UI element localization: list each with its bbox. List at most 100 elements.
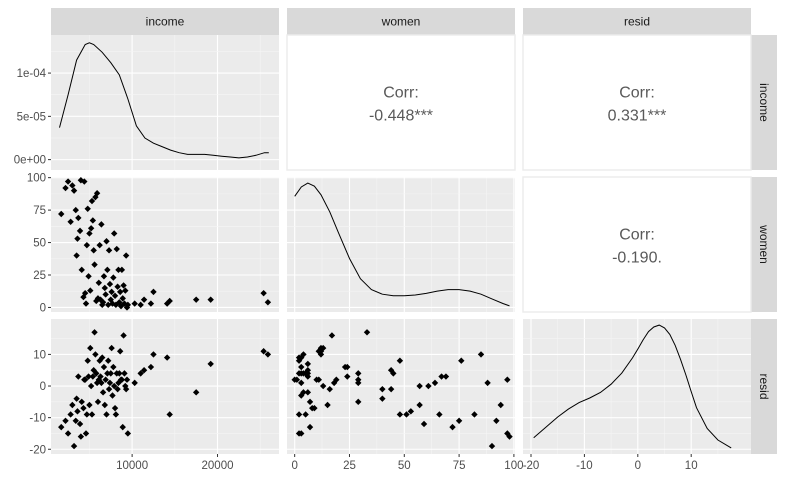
- corr-panel-frame: [286, 34, 516, 171]
- scatter-point: [140, 296, 148, 303]
- scatter-point: [78, 398, 85, 406]
- scatter-point: [91, 261, 98, 268]
- strip-right-resid: [751, 319, 777, 454]
- panel-background: [51, 35, 279, 170]
- scatter-point: [98, 379, 105, 387]
- scatter-point: [328, 332, 336, 339]
- scatter-point: [420, 420, 428, 428]
- scatter-point: [119, 423, 126, 431]
- scatter-point: [97, 373, 104, 380]
- scatter-point: [497, 401, 504, 409]
- scatter-point: [407, 408, 415, 415]
- x-tick-label: 20000: [202, 460, 234, 472]
- scatter-point: [75, 214, 82, 222]
- scatter-point: [192, 296, 200, 303]
- panel-resid-resid: [523, 319, 751, 454]
- corr-label: Corr:: [619, 85, 655, 102]
- scatter-point: [69, 401, 76, 409]
- scatter-point: [379, 385, 386, 393]
- strip-top-resid: [523, 8, 751, 35]
- scatter-point: [471, 411, 478, 418]
- scatter-point: [131, 379, 138, 387]
- scatter-point: [396, 411, 404, 418]
- scatter-point: [264, 351, 272, 358]
- scatter-point: [110, 230, 118, 237]
- scatter-point: [78, 266, 85, 274]
- density-line-income: [59, 42, 269, 159]
- scatter-point: [295, 370, 303, 377]
- scatter-point: [96, 241, 103, 249]
- scatter-point: [425, 382, 432, 390]
- scatter-point: [313, 376, 320, 383]
- panel-women-income: [51, 177, 279, 312]
- scatter-point: [493, 417, 500, 425]
- y-tick-label: 1e-04: [17, 68, 47, 80]
- scatter-point: [76, 420, 84, 428]
- scatter-point: [81, 178, 88, 185]
- scatter-point: [112, 411, 120, 418]
- scatter-point: [192, 389, 200, 396]
- strip-right-women: [751, 177, 777, 312]
- scatter-point: [306, 423, 314, 431]
- scatter-point: [101, 401, 108, 409]
- scatter-point: [99, 389, 107, 396]
- scatter-point: [114, 385, 121, 393]
- scatter-point: [298, 363, 305, 371]
- scatter-point: [387, 385, 395, 393]
- scatter-point: [83, 241, 91, 249]
- scatter-point: [116, 288, 124, 296]
- scatter-point: [75, 373, 82, 380]
- scatter-point: [315, 348, 322, 355]
- scatter-point: [84, 205, 91, 213]
- scatter-point: [93, 370, 100, 377]
- scatter-point: [67, 218, 74, 225]
- y-tick-label: 5e-05: [17, 111, 46, 123]
- corr-panel-frame: [522, 176, 752, 313]
- strip-top-label-income: income: [146, 15, 185, 29]
- scatter-point: [260, 348, 267, 355]
- scatter-point: [355, 398, 362, 406]
- scatter-point: [131, 300, 138, 307]
- scatter-point: [88, 411, 96, 418]
- x-tick-label: 10000: [116, 460, 148, 472]
- scatter-point: [449, 423, 456, 431]
- scatter-point: [102, 376, 109, 383]
- scatter-point: [355, 376, 362, 383]
- y-tick-label: 0: [40, 381, 46, 393]
- scatter-point: [119, 295, 126, 302]
- y-tick-label: 0: [40, 302, 46, 314]
- scatter-point: [124, 430, 132, 437]
- scatter-point: [64, 178, 72, 185]
- scatter-point: [92, 351, 99, 358]
- scatter-point: [58, 210, 65, 218]
- strip-right-label-resid: resid: [757, 373, 771, 399]
- scatter-point: [438, 373, 445, 380]
- scatter-point: [105, 357, 112, 364]
- scatter-point: [396, 357, 404, 364]
- scatter-point: [80, 404, 87, 412]
- scatter-point: [291, 376, 298, 383]
- scatter-point: [326, 385, 333, 393]
- density-line-women: [294, 182, 510, 307]
- x-tick-label: 0: [635, 460, 641, 472]
- x-tick-label: 50: [398, 460, 411, 472]
- scatter-point: [488, 442, 496, 450]
- scatter-point: [115, 266, 122, 274]
- scatter-point: [87, 382, 95, 390]
- scatter-point: [147, 300, 155, 307]
- x-tick-label: 0: [291, 460, 297, 472]
- scatter-point: [111, 404, 119, 412]
- scatter-point: [506, 433, 513, 440]
- scatter-point: [90, 247, 97, 254]
- panel-income-income: [51, 35, 279, 170]
- scatter-point: [295, 430, 303, 437]
- scatter-point: [117, 302, 125, 310]
- y-tick-label: 0e+00: [14, 155, 46, 167]
- panel-resid-women: [287, 319, 515, 454]
- scatter-point: [93, 190, 101, 197]
- scatter-point: [319, 382, 327, 390]
- scatter-point: [87, 225, 95, 232]
- scatter-point: [150, 288, 157, 296]
- scatter-point: [85, 273, 92, 280]
- scatter-point: [89, 373, 97, 380]
